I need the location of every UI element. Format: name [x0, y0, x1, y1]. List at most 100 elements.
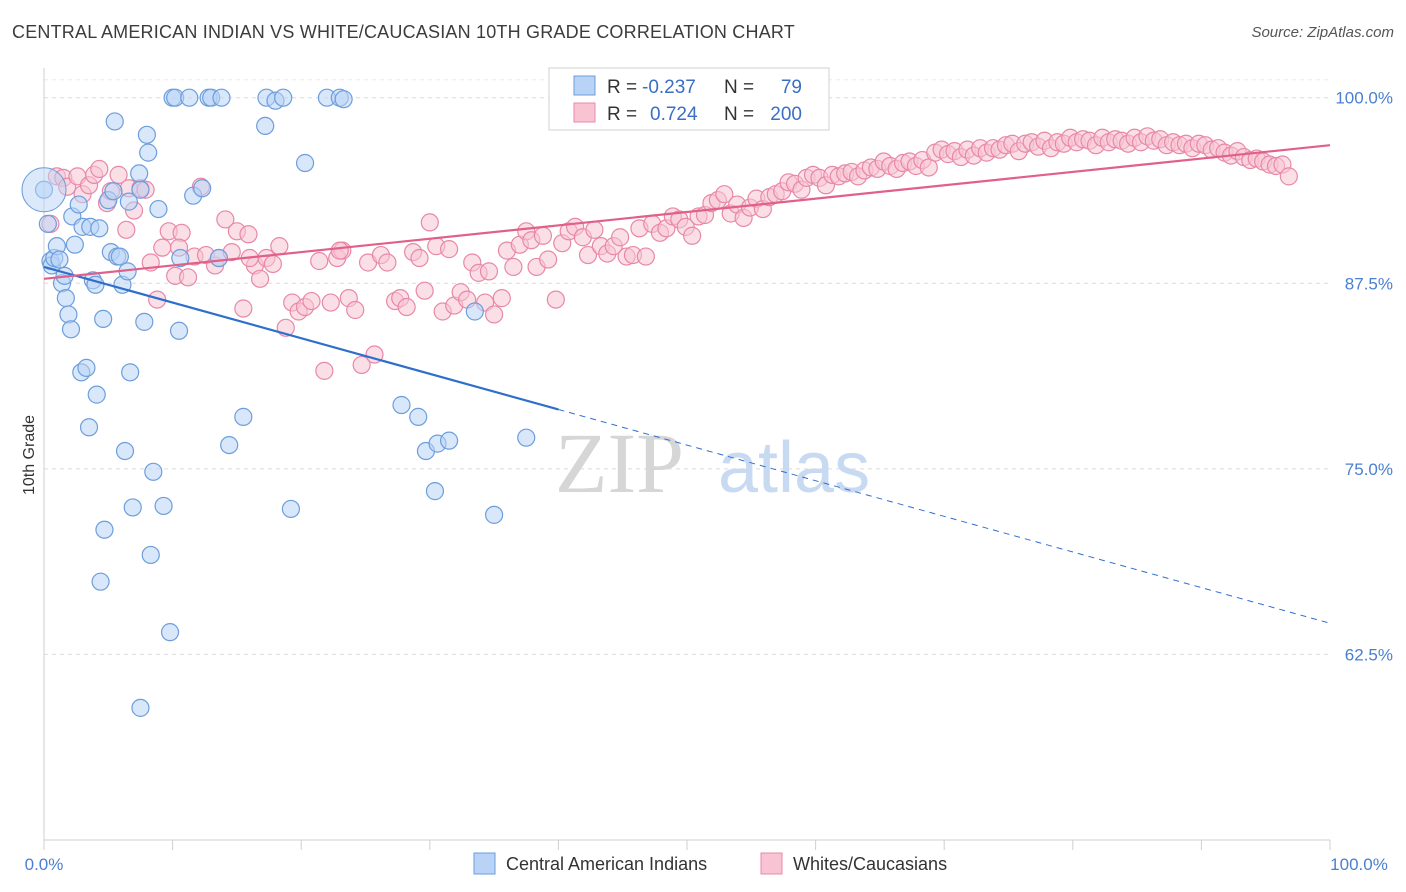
central-american-point-24 [91, 572, 110, 591]
central-american-point-44 [141, 545, 160, 565]
central-american-point-67 [295, 153, 315, 173]
tick-labels: 100.0% 87.5% 75.0% 62.5% 0.0% 100.0% [25, 89, 1393, 874]
central-american-point-79 [517, 428, 536, 447]
bottom-legend: Central American Indians Whites/Caucasia… [473, 852, 947, 875]
legend-r-pink: 0.724 [650, 104, 698, 125]
whites-point-11 [109, 165, 128, 184]
whites-point-62 [420, 213, 439, 232]
central-american-point-large [21, 167, 67, 213]
y-axis-label: 10th Grade [21, 415, 38, 495]
central-american-point-11 [61, 320, 81, 339]
central-american-point-13 [65, 235, 84, 254]
legend-r-label-blue: R = [607, 77, 637, 98]
legend: R = -0.237 N = 79 R = 0.724 N = 200 [548, 67, 830, 131]
central-american-point-48 [160, 623, 180, 642]
central-american-point-60 [220, 435, 239, 455]
whites-point-35 [250, 269, 270, 288]
whites-point-58 [397, 297, 416, 317]
whites-point-88 [578, 245, 598, 265]
whites-point-83 [546, 290, 565, 309]
whites-point-51 [352, 355, 371, 375]
central-american-point-39 [130, 164, 149, 183]
central-american-point-43 [139, 143, 158, 162]
legend-r-label-pink: R = [607, 104, 637, 125]
x-tick-label-0: 0.0% [25, 855, 64, 874]
whites-point-12 [117, 220, 136, 239]
central-american-point-66 [281, 499, 301, 519]
whites-point-55 [378, 253, 397, 272]
whites-point-89 [585, 220, 604, 239]
central-american-point-71 [392, 395, 411, 415]
central-american-point-37 [121, 363, 140, 382]
whites-point-104 [683, 226, 702, 245]
trendline-whites [43, 144, 1331, 280]
legend-box [548, 67, 830, 131]
whites-point-60 [410, 248, 429, 268]
whites-point-45 [315, 361, 334, 380]
trendline-central-american [43, 265, 559, 411]
bottom-legend-swatch-blue [473, 852, 496, 875]
whites-point-8 [90, 159, 109, 179]
whites-point-72 [479, 262, 499, 281]
central-american-point-72 [409, 407, 428, 426]
central-american-point-1 [38, 214, 57, 233]
whites-point-197 [1279, 167, 1298, 186]
central-american-point-52 [171, 248, 190, 268]
whites-point-97 [636, 247, 655, 266]
central-american-point-51 [169, 321, 189, 340]
central-american-point-10 [59, 305, 78, 324]
whites-point-74 [492, 289, 511, 308]
central-american-point-53 [180, 88, 199, 107]
whites-point-44 [310, 251, 329, 271]
central-american-point-61 [234, 407, 253, 426]
central-american-point-41 [135, 312, 154, 331]
whites-point-32 [234, 299, 253, 318]
watermark-zip: ZIP [555, 415, 684, 511]
whites-point-33 [239, 225, 258, 244]
legend-n-blue: 79 [781, 77, 802, 98]
central-american-point-23 [90, 219, 109, 238]
whites-point-43 [302, 291, 321, 311]
y-tick-label-2: 75.0% [1345, 460, 1393, 479]
whites-point-29 [216, 210, 235, 229]
central-american-point-46 [149, 199, 168, 219]
chart-title: CENTRAL AMERICAN INDIAN VS WHITE/CAUCASI… [12, 22, 795, 42]
bottom-legend-label-pink: Whites/Caucasians [793, 854, 947, 874]
series-whites-points [41, 127, 1298, 380]
whites-point-23 [178, 268, 198, 287]
central-american-point-65 [274, 88, 293, 107]
x-tick-label-1: 100.0% [1330, 855, 1388, 874]
central-american-point-40 [131, 180, 150, 199]
whites-point-82 [539, 250, 558, 269]
central-american-point-9 [56, 289, 75, 308]
whites-point-109 [715, 185, 734, 204]
central-american-point-74 [425, 482, 445, 501]
legend-swatch-pink [573, 102, 596, 123]
central-american-point-14 [69, 195, 88, 214]
central-american-point-18 [79, 418, 99, 437]
watermark-atlas: atlas [718, 428, 870, 508]
watermark: ZIP atlas [555, 415, 870, 511]
whites-point-46 [321, 293, 340, 312]
y-tick-label-1: 87.5% [1345, 274, 1393, 293]
central-american-point-36 [119, 192, 138, 211]
chart-source: Source: ZipAtlas.com [1251, 24, 1394, 41]
central-american-point-17 [77, 358, 96, 377]
whites-point-50 [346, 300, 365, 320]
whites-point-81 [533, 226, 553, 245]
central-american-point-55 [193, 179, 212, 198]
central-american-point-76 [439, 431, 459, 450]
whites-point-22 [172, 223, 191, 242]
central-american-point-34 [115, 441, 135, 461]
whites-point-65 [439, 240, 459, 259]
central-american-point-42 [137, 125, 156, 144]
y-tick-label-3: 62.5% [1345, 645, 1393, 664]
central-american-point-22 [87, 385, 106, 404]
whites-point-38 [270, 237, 289, 256]
whites-point-61 [415, 281, 434, 300]
central-american-point-58 [209, 248, 228, 268]
central-american-point-32 [110, 247, 129, 266]
legend-swatch-blue [573, 75, 596, 96]
legend-n-label-pink: N = [724, 104, 754, 125]
